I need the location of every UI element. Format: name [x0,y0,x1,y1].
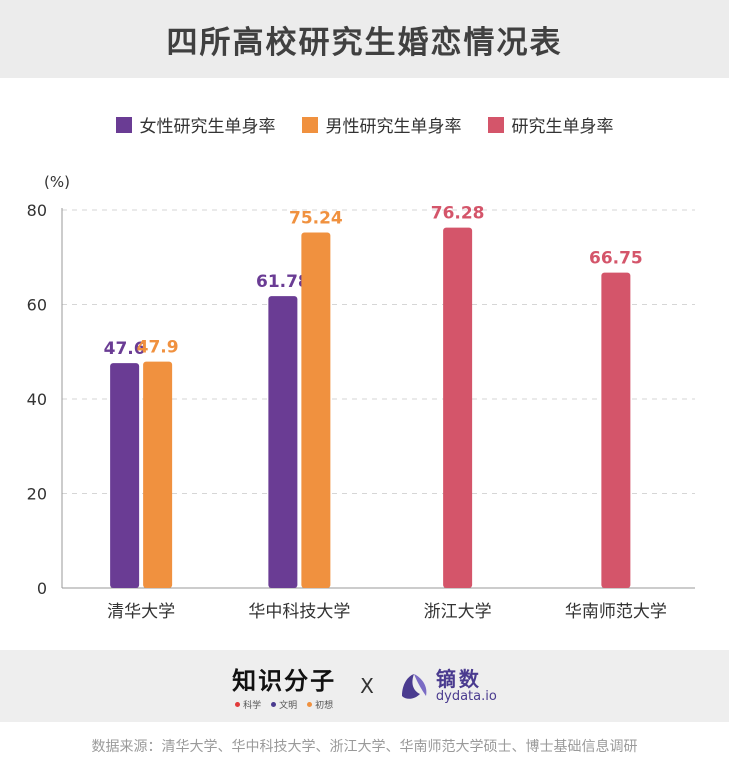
brand-right-en: dydata.io [435,688,497,704]
brand-right-cn: 镝数 [435,666,482,691]
legend-label-overall: 研究生单身率 [511,117,614,137]
tag-dot [307,702,313,707]
y-tick-label: 0 [37,579,47,598]
tag-label: 文明 [279,701,298,711]
brand-tag: 文明 [271,698,297,711]
bar-chart: (%) 0 20 40 60 80 47.647.9 清华大学 61.78 75.24 华中科技大学… [27,173,695,622]
legend-label-female: 女性研究生单身率 [139,117,276,137]
y-tick-label: 80 [27,201,47,220]
legend: 女性研究生单身率 男性研究生单身率 研究生单身率 [0,112,729,137]
legend-swatch-female [115,116,132,133]
tag-label: 科学 [243,701,262,711]
bar-value-label: 76.28 [431,204,485,224]
legend-item-female: 女性研究生单身率 [115,112,276,137]
chart-area: (%) 0 20 40 60 80 47.6 47.9 清华大学 61.78 75.24 华中科技大学… [0,160,729,640]
tag-dot [271,702,277,707]
bar-value-label: 47.6 [104,339,146,359]
brand-tag: 科学 [235,698,261,711]
collab-cross: X [360,674,374,698]
bar-value-label: 66.75 [589,249,643,269]
legend-swatch-overall [487,116,504,133]
data-source: 数据来源：清华大学、华中科技大学、浙江大学、华南师范大学硕士、博士基础信息调研 [91,739,638,755]
bar-value-label: 47.9 [137,338,179,358]
bar [143,361,173,588]
x-category-label: 清华大学 [107,602,175,622]
brand-tag: 初想 [307,698,333,711]
tag-label: 初想 [315,701,334,711]
bar [601,272,631,588]
legend-swatch-male [301,116,318,133]
brand-right: 镝数 dydata.io [398,668,497,704]
y-tick-label: 60 [27,296,47,315]
y-tick-label: 20 [27,485,47,504]
chart-title: 四所高校研究生婚恋情况表 [166,24,563,61]
bar [110,363,140,588]
y-unit-label: (%) [44,173,70,191]
legend-label-male: 男性研究生单身率 [325,117,462,137]
x-category-label: 华中科技大学 [248,602,350,622]
bar [268,296,298,588]
x-category-label: 华南师范大学 [565,602,667,622]
bar [301,232,331,588]
tag-dot [235,702,241,707]
brand-left: 知识分子 科学 文明 初想 [232,661,336,711]
bar-value-label: 75.24 [289,208,343,228]
legend-item-overall: 研究生单身率 [487,112,614,137]
brand-left-tags: 科学 文明 初想 [235,698,333,711]
y-tick-label: 40 [27,390,47,409]
legend-item-male: 男性研究生单身率 [301,112,462,137]
bar [443,227,473,588]
bar-value-label: 61.78 [256,272,310,292]
footer-band: 知识分子 科学 文明 初想 X 镝数 dydata.io [0,650,729,722]
x-category-label: 浙江大学 [424,602,492,622]
brand-left-name: 知识分子 [232,666,337,695]
title-bar: 四所高校研究生婚恋情况表 [0,0,729,78]
dydata-logo-icon [401,673,427,699]
